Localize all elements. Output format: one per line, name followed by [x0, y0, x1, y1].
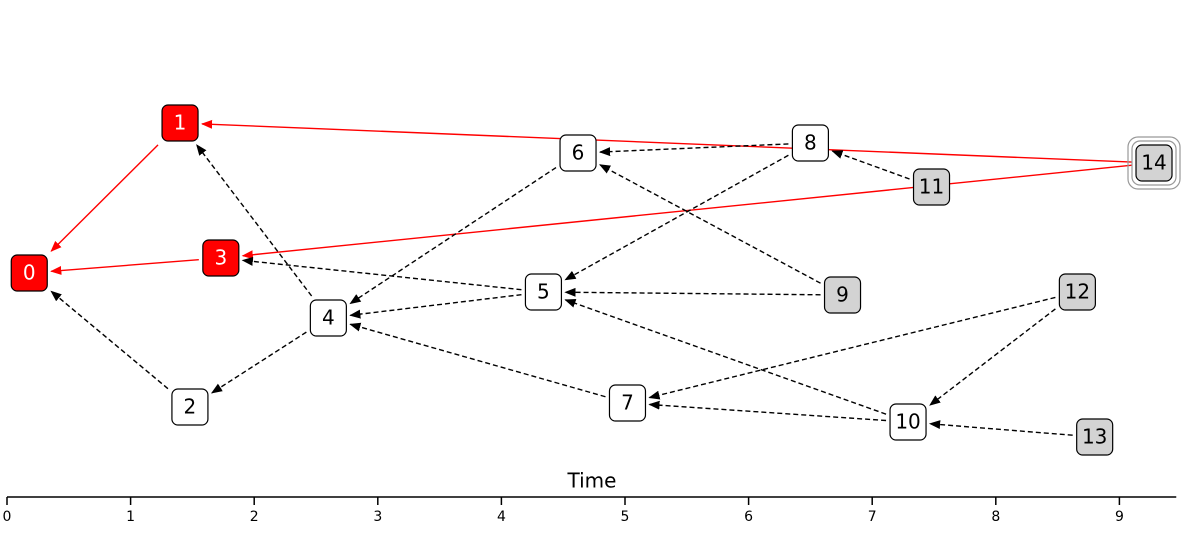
edge: [648, 400, 887, 422]
node-label: 9: [836, 283, 849, 307]
edge: [564, 287, 821, 297]
node-label: 14: [1141, 151, 1166, 175]
edge: [349, 322, 606, 398]
node-ring: [1127, 136, 1181, 190]
node: 7: [608, 384, 647, 422]
edge: [831, 150, 910, 180]
tick-label: 2: [250, 509, 259, 525]
node-label: 8: [804, 131, 817, 155]
edge: [349, 166, 557, 305]
node-box: [309, 299, 347, 337]
node-label: 12: [1065, 280, 1090, 304]
node: 3: [202, 239, 240, 277]
edge: [200, 119, 1133, 163]
edge: [929, 308, 1056, 406]
tick-label: 4: [497, 509, 506, 525]
edge: [50, 259, 199, 275]
node: 4: [309, 299, 347, 337]
edge: [648, 296, 1056, 400]
node-box: [791, 124, 830, 162]
node-label: 11: [919, 175, 944, 199]
edge: [599, 164, 821, 284]
node-box: [171, 388, 209, 426]
tick-label: 1: [126, 509, 135, 525]
axis-title: Time: [567, 469, 617, 493]
node: 8: [791, 124, 830, 162]
edge: [928, 420, 1073, 436]
node: 14: [1127, 136, 1181, 190]
node: 12: [1058, 273, 1096, 311]
node-box: [1135, 144, 1173, 182]
node: 10: [889, 403, 927, 441]
node-label: 13: [1082, 425, 1107, 449]
node: 6: [559, 134, 597, 172]
edge: [564, 299, 887, 415]
node-box: [823, 276, 862, 314]
node-box: [10, 254, 48, 292]
edge: [50, 144, 159, 252]
node-label: 3: [214, 246, 227, 270]
tick-label: 7: [868, 509, 877, 525]
edge: [210, 331, 307, 394]
node: 0: [10, 254, 48, 292]
node-box: [202, 239, 240, 277]
node-box: [559, 134, 597, 172]
tick-label: 9: [1115, 509, 1124, 525]
node-box: [608, 384, 647, 422]
node-label: 1: [174, 111, 187, 135]
node-box: [1058, 273, 1096, 311]
node-label: 2: [184, 395, 197, 419]
tick-label: 3: [373, 509, 382, 525]
edge: [241, 256, 522, 291]
tick-label: 0: [3, 509, 12, 525]
edge: [50, 290, 169, 390]
node-box: [1076, 418, 1114, 456]
edge: [241, 164, 1133, 260]
edge: [349, 293, 522, 319]
node: 5: [524, 273, 563, 311]
node-label: 5: [537, 280, 550, 304]
node-label: 10: [895, 410, 920, 434]
node-ring: [1131, 140, 1177, 186]
node: 11: [912, 168, 951, 206]
node: 9: [823, 276, 862, 314]
node-label: 0: [23, 261, 36, 285]
node-box: [524, 273, 563, 311]
node-label: 7: [621, 391, 634, 415]
node-box: [161, 104, 199, 142]
node-label: 4: [322, 306, 335, 330]
node: 2: [171, 388, 209, 426]
tick-label: 8: [991, 509, 1000, 525]
node-box: [912, 168, 951, 206]
node-box: [889, 403, 927, 441]
node-label: 6: [572, 141, 585, 165]
tick-label: 6: [744, 509, 753, 525]
node: 13: [1076, 418, 1114, 456]
node: 1: [161, 104, 199, 142]
edge: [598, 143, 789, 157]
edge: [564, 154, 789, 281]
tick-label: 5: [621, 509, 630, 525]
edges: [50, 119, 1133, 436]
